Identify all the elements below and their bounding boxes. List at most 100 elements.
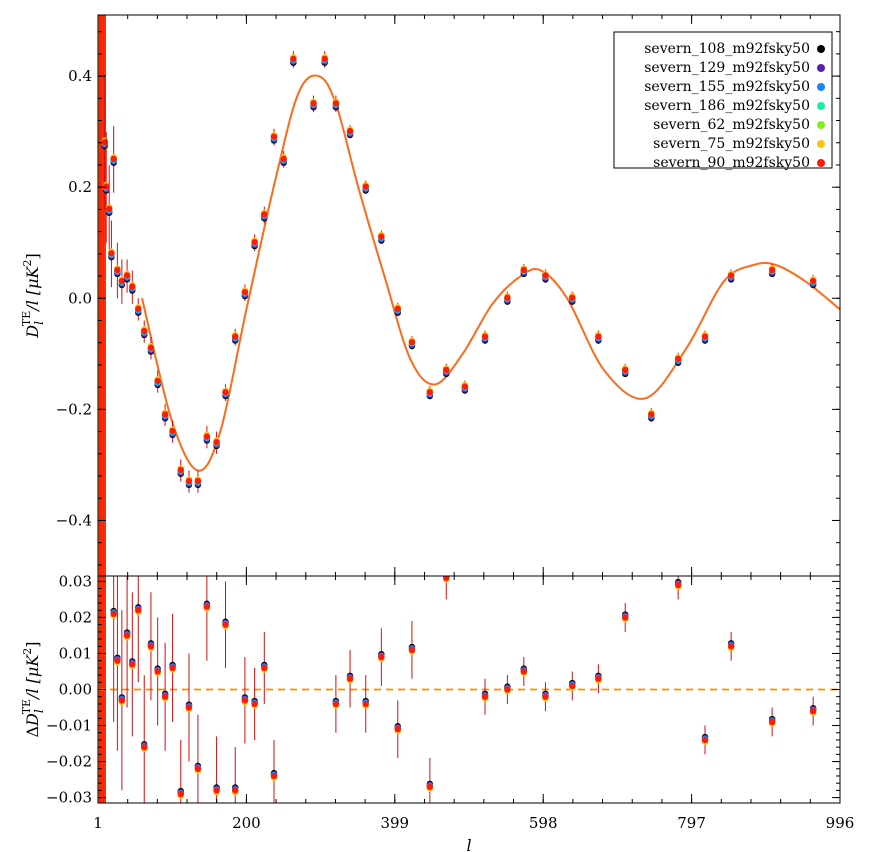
data-point [185, 477, 193, 485]
legend-marker [817, 83, 825, 91]
legend-label: severn_108_m92fsky50 [644, 41, 810, 57]
data-point [232, 333, 239, 340]
residual-point-group [110, 576, 117, 722]
legend-label: severn_155_m92fsky50 [644, 79, 810, 95]
data-point [129, 283, 136, 290]
data-point-group [362, 180, 369, 194]
data-point [461, 383, 469, 390]
residual-point-group [161, 642, 169, 751]
residual-point [118, 697, 126, 704]
residual-point [232, 787, 239, 794]
data-point-group [321, 51, 328, 68]
data-point [520, 266, 528, 274]
data-point-group [241, 284, 249, 302]
data-point [362, 183, 369, 190]
residual-point [622, 614, 629, 621]
residual-point [443, 576, 450, 582]
data-point-group [622, 363, 629, 378]
residual-point-group [261, 631, 268, 704]
data-point [542, 272, 549, 279]
residual-point [727, 643, 735, 650]
data-point [141, 327, 148, 335]
data-point [251, 238, 258, 246]
data-point-group [123, 259, 131, 293]
data-point [101, 138, 108, 146]
x-tick-label: 598 [529, 814, 558, 832]
data-point [310, 100, 317, 107]
data-point-group [290, 51, 297, 68]
data-point-group [809, 274, 817, 289]
data-point-group [408, 336, 416, 350]
residual-point [213, 787, 220, 794]
data-point-group [177, 459, 184, 482]
residual-point [504, 686, 511, 693]
data-point-group [147, 337, 155, 360]
legend-label: severn_186_m92fsky50 [644, 98, 810, 114]
residual-point [378, 653, 385, 661]
data-point-group [108, 220, 115, 288]
legend-marker [817, 102, 825, 110]
residual-point-group [141, 675, 148, 803]
data-point-group [674, 352, 682, 367]
residual-point-group [129, 592, 136, 737]
data-point [108, 250, 115, 257]
data-point [394, 305, 401, 313]
data-point [622, 366, 629, 374]
residual-point-group [135, 576, 142, 683]
data-point [674, 355, 682, 363]
x-tick-label: 399 [380, 814, 409, 832]
residual-point-group [177, 739, 184, 803]
data-point-group [222, 384, 229, 402]
y-tick-label: −0.01 [46, 717, 92, 735]
data-point [270, 133, 278, 140]
data-point-group [105, 164, 113, 254]
data-point-group [251, 234, 258, 252]
residual-point-group [481, 678, 489, 715]
legend-label: severn_62_m92fsky50 [653, 117, 810, 133]
residual-point [251, 700, 258, 708]
residual-point-group [332, 675, 340, 733]
y-tick-label: 0.02 [59, 608, 92, 626]
residual-point [147, 643, 155, 650]
residual-point-group [378, 628, 385, 686]
lower-y-axis: 0.03 0.02 0.01 0.00 −0.01 −0.02 −0.03 [46, 572, 840, 807]
data-point-group [270, 128, 278, 146]
residual-point-group [270, 739, 278, 803]
data-point [118, 277, 126, 285]
data-point-group [701, 330, 709, 344]
residual-point [169, 664, 176, 672]
residual-point [408, 646, 416, 654]
data-point [332, 100, 340, 107]
legend-marker [817, 64, 825, 72]
residual-point-group [213, 736, 220, 803]
x-tick-label: 797 [677, 814, 706, 832]
data-point [261, 211, 268, 218]
y-tick-label: 0.03 [59, 572, 92, 590]
data-point-group [261, 206, 268, 224]
x-axis: 1 200 399 598 797 996 [93, 15, 854, 832]
data-point-group [141, 320, 148, 343]
data-point [213, 438, 220, 446]
residual-point [346, 675, 354, 682]
residual-point-group [674, 576, 682, 600]
y-tick-label: 0.01 [59, 644, 92, 662]
legend-label: severn_129_m92fsky50 [644, 60, 810, 76]
residual-point [194, 765, 202, 772]
residual-point [185, 704, 193, 711]
data-point [154, 377, 161, 385]
y-tick-label: −0.4 [56, 511, 92, 529]
data-point [768, 266, 776, 274]
residual-point-group [622, 603, 629, 632]
residual-point [768, 718, 776, 726]
residual-point-group [222, 581, 229, 668]
upper-panel: 0.4 0.2 0.0 −0.2 −0.4 severn_108_m92fsky50se… [56, 14, 841, 577]
data-point-group [648, 408, 655, 422]
residual-point-group [542, 682, 549, 712]
residual-point-group [203, 576, 211, 661]
residual-point [203, 603, 211, 610]
data-point [701, 333, 709, 340]
data-point-group [310, 95, 317, 113]
residual-point-group [362, 675, 369, 733]
residual-point [569, 682, 576, 690]
